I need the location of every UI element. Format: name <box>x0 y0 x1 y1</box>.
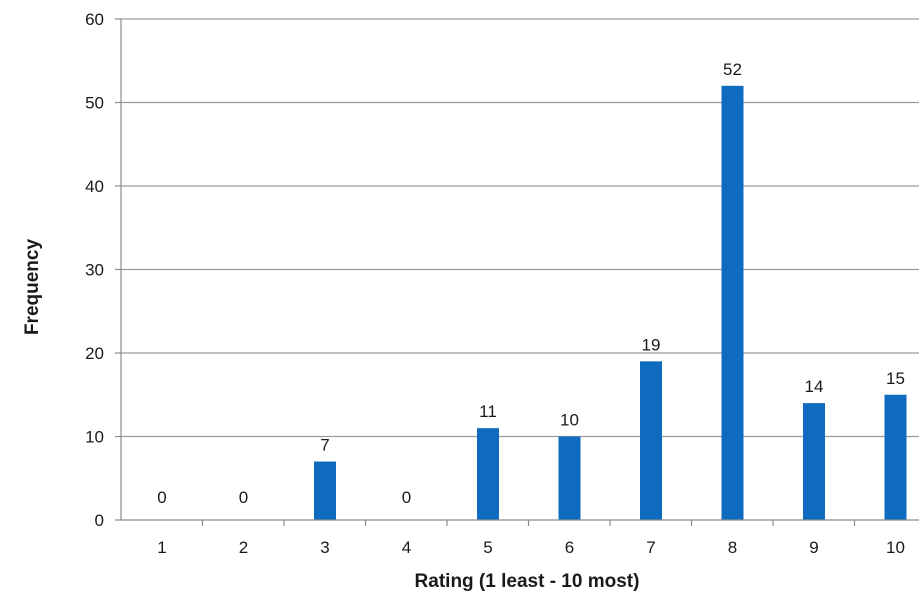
data-label-2: 0 <box>239 488 248 507</box>
y-tick-label: 0 <box>95 511 104 530</box>
data-label-3: 7 <box>320 436 329 455</box>
y-tick-label: 10 <box>85 428 104 447</box>
bar-7 <box>640 361 662 520</box>
data-label-9: 14 <box>805 377 824 396</box>
x-tick-label: 8 <box>728 538 737 557</box>
bars <box>314 85 907 521</box>
data-label-6: 10 <box>560 411 579 430</box>
x-tick-label: 1 <box>157 538 166 557</box>
gridlines <box>121 18 919 438</box>
data-label-1: 0 <box>157 488 166 507</box>
y-tick-labels: 0 10 20 30 40 50 60 <box>85 10 104 530</box>
x-tick-labels: 1 2 3 4 5 6 7 8 9 10 <box>157 538 905 557</box>
x-tick-label: 6 <box>565 538 574 557</box>
data-label-4: 0 <box>402 488 411 507</box>
bar-3 <box>314 461 336 520</box>
data-label-7: 19 <box>642 335 661 354</box>
x-axis-title: Rating (1 least - 10 most) <box>415 571 640 592</box>
x-tick-label: 9 <box>809 538 818 557</box>
y-tick-label: 60 <box>85 10 104 29</box>
data-label-10: 15 <box>886 369 905 388</box>
x-tick-label: 10 <box>886 538 905 557</box>
data-label-8: 52 <box>723 60 742 79</box>
x-tick-label: 3 <box>320 538 329 557</box>
x-tick-label: 4 <box>402 538 411 557</box>
bar-8 <box>721 85 744 521</box>
bar-5 <box>477 428 499 520</box>
axes <box>115 18 919 526</box>
data-labels: 0 0 7 0 11 10 19 52 14 15 <box>157 60 905 507</box>
bar-9 <box>803 403 825 520</box>
y-tick-label: 30 <box>85 261 104 280</box>
bar-10 <box>884 394 907 520</box>
y-axis-title: Frequency <box>22 239 43 336</box>
y-tick-label: 40 <box>85 177 104 196</box>
x-tick-label: 2 <box>239 538 248 557</box>
data-label-5: 11 <box>479 402 497 421</box>
y-tick-label: 20 <box>85 344 104 363</box>
bar-6 <box>558 436 581 520</box>
x-tick-label: 7 <box>646 538 655 557</box>
y-tick-label: 50 <box>85 94 104 113</box>
x-tick-label: 5 <box>483 538 492 557</box>
